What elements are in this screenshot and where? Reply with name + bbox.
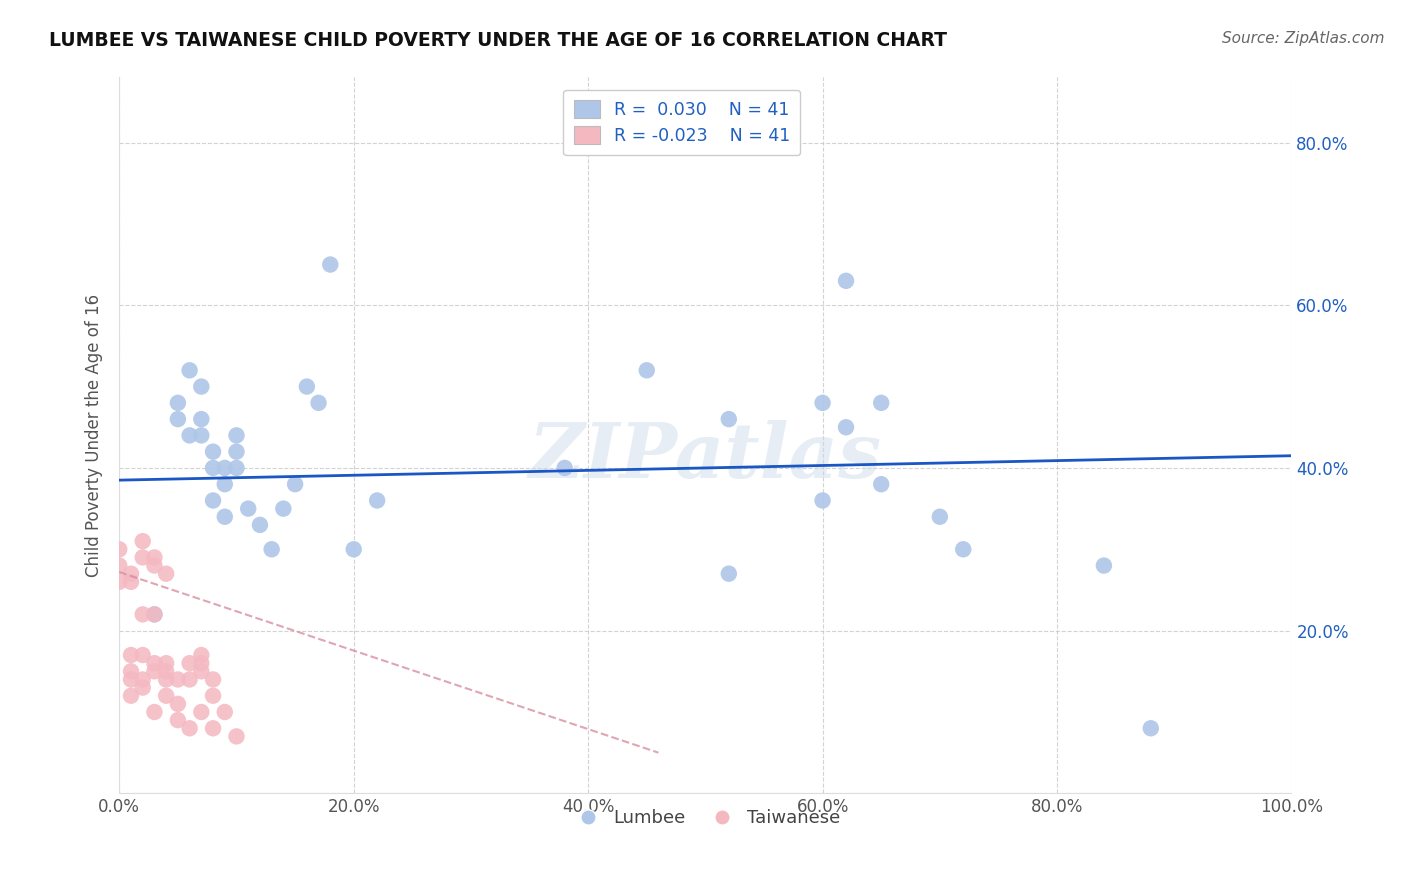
Point [190,656,212,670]
Point [952,542,974,557]
Point [366,493,388,508]
Point [202,689,225,703]
Point [120,689,142,703]
Legend: Lumbee, Taiwanese: Lumbee, Taiwanese [562,802,848,834]
Point [202,444,225,458]
Point [249,517,271,532]
Point [143,607,166,622]
Point [167,713,190,727]
Point [108,558,131,573]
Point [143,550,166,565]
Point [870,477,893,491]
Point [108,542,131,557]
Point [214,461,236,475]
Point [155,673,177,687]
Point [120,665,142,679]
Point [238,501,260,516]
Point [190,648,212,662]
Point [319,258,342,272]
Point [225,428,247,442]
Point [143,558,166,573]
Point [132,648,155,662]
Point [308,396,330,410]
Point [132,550,155,565]
Point [717,566,740,581]
Point [1139,721,1161,735]
Point [120,574,142,589]
Text: ZIPatlas: ZIPatlas [529,420,882,494]
Point [717,412,740,426]
Point [132,681,155,695]
Point [225,444,247,458]
Point [870,396,893,410]
Point [636,363,658,377]
Point [225,730,247,744]
Point [179,428,201,442]
Point [179,363,201,377]
Point [155,656,177,670]
Point [835,420,858,434]
Point [120,648,142,662]
Point [132,607,155,622]
Point [132,534,155,549]
Point [167,412,190,426]
Point [273,501,295,516]
Point [190,412,212,426]
Point [190,705,212,719]
Point [202,721,225,735]
Y-axis label: Child Poverty Under the Age of 16: Child Poverty Under the Age of 16 [86,293,103,577]
Point [214,705,236,719]
Point [143,656,166,670]
Point [167,697,190,711]
Point [155,689,177,703]
Point [225,461,247,475]
Point [1092,558,1115,573]
Point [928,509,950,524]
Point [202,673,225,687]
Point [202,461,225,475]
Point [120,566,142,581]
Text: Source: ZipAtlas.com: Source: ZipAtlas.com [1222,31,1385,46]
Point [202,493,225,508]
Point [143,665,166,679]
Point [155,665,177,679]
Point [343,542,366,557]
Point [179,656,201,670]
Point [295,379,318,393]
Point [835,274,858,288]
Point [167,396,190,410]
Point [214,477,236,491]
Text: LUMBEE VS TAIWANESE CHILD POVERTY UNDER THE AGE OF 16 CORRELATION CHART: LUMBEE VS TAIWANESE CHILD POVERTY UNDER … [49,31,948,50]
Point [260,542,283,557]
Point [132,673,155,687]
Point [143,607,166,622]
Point [167,673,190,687]
Point [120,673,142,687]
Point [190,379,212,393]
Point [143,705,166,719]
Point [179,673,201,687]
Point [284,477,307,491]
Point [190,665,212,679]
Point [554,461,576,475]
Point [179,721,201,735]
Point [108,574,131,589]
Point [214,509,236,524]
Point [811,396,834,410]
Point [190,428,212,442]
Point [811,493,834,508]
Point [155,566,177,581]
